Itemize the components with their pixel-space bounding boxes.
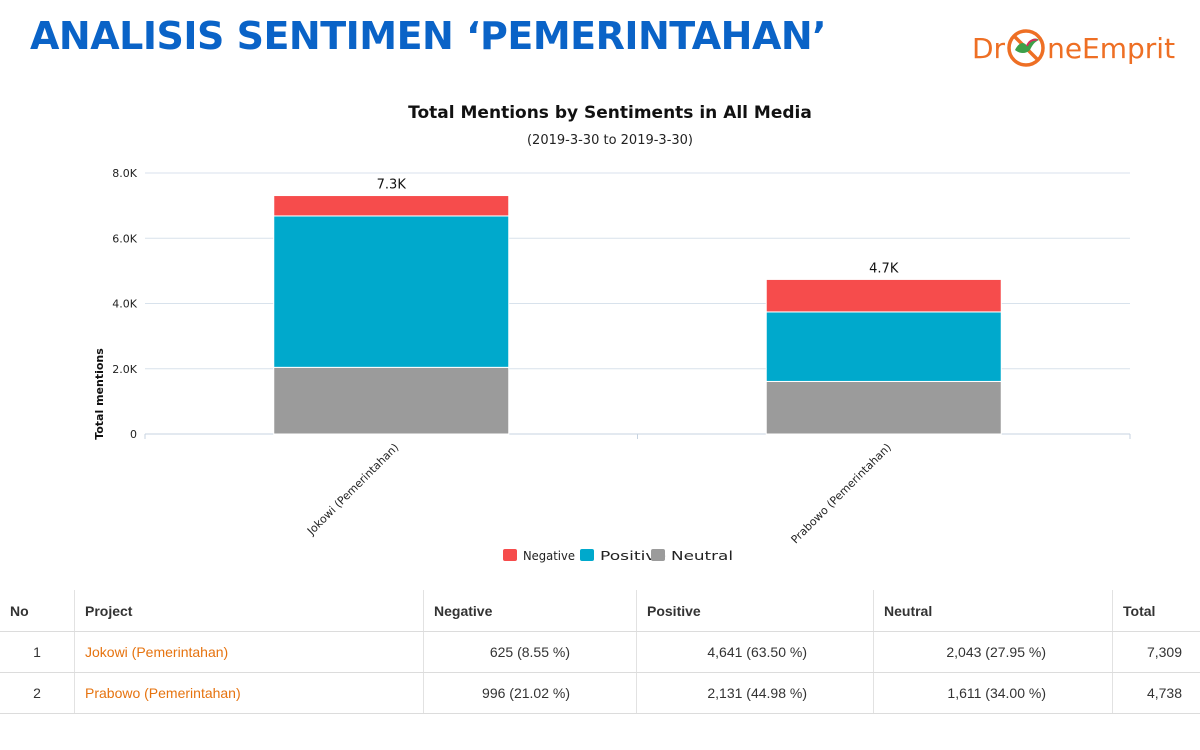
project-link[interactable]: Jokowi (Pemerintahan) [85,644,229,660]
header-no: No [0,590,75,632]
cell-project: Prabowo (Pemerintahan) [74,672,424,714]
bar-total-label: 4.7K [869,261,899,276]
chart-title: Total Mentions by Sentiments in All Medi… [408,103,812,123]
legend-swatch-negative [503,549,517,561]
x-tick-label: Jokowi (Pemerintahan) [304,441,401,538]
header-project: Project [74,590,424,632]
logo-text-right: neEmprit [1047,31,1176,65]
header-negative: Negative [423,590,637,632]
cell-no: 2 [0,672,75,714]
bar-segment-negative[interactable] [273,195,510,217]
table-header-row: No Project Negative Positive Neutral Tot… [0,590,1200,632]
table-row: 1 Jokowi (Pemerintahan) 625 (8.55 %) 4,6… [0,631,1200,673]
legend-label-positive[interactable]: Positive [600,549,666,563]
header-total: Total [1112,590,1200,632]
y-tick-label: 0 [130,428,137,441]
y-tick-label: 2.0K [112,363,137,376]
stacked-bar-chart: Total Mentions by Sentiments in All Medi… [93,103,1131,563]
y-axis-label: Total mentions [93,348,106,440]
project-link[interactable]: Prabowo (Pemerintahan) [85,685,241,701]
drone-emprit-logo: Dr neEmprit [972,24,1175,72]
legend-swatch-neutral [651,549,665,561]
cell-neutral: 1,611 (34.00 %) [873,672,1113,714]
cell-positive: 2,131 (44.98 %) [636,672,874,714]
bar-segment-neutral[interactable] [273,366,510,435]
cell-positive: 4,641 (63.50 %) [636,631,874,673]
y-tick-label: 4.0K [112,298,137,311]
cell-no: 1 [0,631,75,673]
page-title: ANALISIS SENTIMEN ‘PEMERINTAHAN’ [30,14,827,58]
y-tick-label: 8.0K [112,167,137,180]
cell-negative: 996 (21.02 %) [423,672,637,714]
y-tick-label: 6.0K [112,232,137,245]
table-row: 2 Prabowo (Pemerintahan) 996 (21.02 %) 2… [0,672,1200,714]
bar-segment-positive[interactable] [765,311,1002,382]
logo-text-left: Dr [972,31,1006,65]
bar-segment-negative[interactable] [765,278,1002,313]
bar-segment-neutral[interactable] [765,380,1002,435]
chart-subtitle: (2019-3-30 to 2019-3-30) [527,133,693,148]
legend-label-negative[interactable]: Negative [523,549,575,563]
bar-segment-positive[interactable] [273,215,510,368]
bar-total-label: 7.3K [377,178,407,193]
cell-neutral: 2,043 (27.95 %) [873,631,1113,673]
cell-total: 7,309 [1112,631,1200,673]
legend-swatch-positive [580,549,594,561]
cell-total: 4,738 [1112,672,1200,714]
cell-project: Jokowi (Pemerintahan) [74,631,424,673]
sentiment-table: No Project Negative Positive Neutral Tot… [0,590,1200,714]
cell-negative: 625 (8.55 %) [423,631,637,673]
legend-label-neutral[interactable]: Neutral [671,549,733,563]
x-tick-label: Prabowo (Pemerintahan) [789,441,894,546]
header-positive: Positive [636,590,874,632]
header-neutral: Neutral [873,590,1113,632]
drone-bird-icon [1007,29,1045,67]
